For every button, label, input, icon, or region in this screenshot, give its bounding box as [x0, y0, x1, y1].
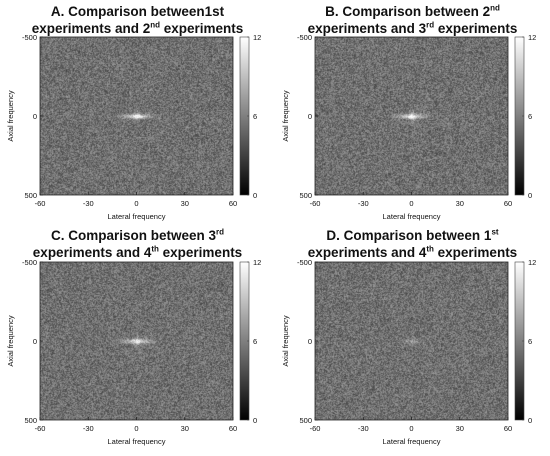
panel-b-title-part-3: experiments and 3	[307, 21, 427, 36]
panel-d-title: D. Comparison between 1st experiments and…	[275, 227, 550, 261]
panel-d-title-part-4: th	[426, 244, 434, 254]
panel-d-xtick-label-3: 30	[456, 424, 464, 433]
panel-d-xtick-label-0: -60	[310, 424, 321, 433]
panel-d-colorbar-label-0: 12	[528, 258, 536, 267]
panel-c-xlabel: Lateral frequency	[108, 437, 166, 446]
panel-c-title: C. Comparison between 3rd experiments and…	[0, 227, 275, 261]
panel-c-xtick-label-3: 30	[181, 424, 189, 433]
panel-b-xtick-label-1: -30	[358, 199, 369, 208]
panel-a-ytick-label-1: 0	[33, 112, 37, 121]
panel-d-title-part-0: D. Comparison between 1	[326, 228, 492, 243]
panel-d-heatmap-image	[315, 262, 508, 420]
panel-c-title-part-1: rd	[216, 227, 225, 237]
panel-a: A. Comparison between1st experiments and …	[0, 0, 275, 225]
panel-b-ytick-label-0: -500	[297, 33, 312, 42]
panel-d-colorbar-label-1: 6	[528, 337, 532, 346]
panel-d-xtick-label-1: -30	[358, 424, 369, 433]
panel-c-xtick-label-0: -60	[35, 424, 46, 433]
panel-d-xlabel: Lateral frequency	[383, 437, 441, 446]
panel-a-xtick-label-3: 30	[181, 199, 189, 208]
panel-a-xtick-label-0: -60	[35, 199, 46, 208]
panel-a-title-part-0: A. Comparison between1st	[50, 4, 225, 19]
panel-d-title-part-1: st	[491, 227, 499, 237]
panel-c-title-part-0: C. Comparison between 3	[50, 228, 217, 243]
panel-d-xtick-label-2: 0	[409, 424, 413, 433]
panel-b-xtick-label-2: 0	[409, 199, 413, 208]
panel-b-title: B. Comparison between 2nd experiments and…	[275, 3, 550, 37]
panel-c-xtick-label-4: 60	[229, 424, 237, 433]
panel-a-ytick-label-2: 500	[24, 191, 37, 200]
panel-b-xlabel: Lateral frequency	[383, 212, 441, 221]
panel-c-title-part-5: experiments	[158, 245, 243, 260]
panel-b-colorbar-label-0: 12	[528, 33, 536, 42]
panel-c-title-part-3: experiments and 4	[32, 245, 152, 260]
panel-b-title-part-0: B. Comparison between 2	[325, 4, 491, 19]
panel-b-title-part-5: experiments	[434, 21, 518, 36]
panel-b-ytick-label-2: 500	[299, 191, 312, 200]
panel-d-ytick-label-1: 0	[308, 337, 312, 346]
panel-b-colorbar-label-2: 0	[528, 191, 532, 200]
panel-a-xlabel: Lateral frequency	[108, 212, 166, 221]
panel-b-colorbar-label-1: 6	[528, 112, 532, 121]
panel-b-ylabel: Axial frequency	[281, 90, 290, 142]
panel-b-title-part-4: rd	[426, 20, 435, 30]
panel-a-ytick-label-0: -500	[22, 33, 37, 42]
panel-c-ytick-label-2: 500	[24, 416, 37, 425]
panel-a-xtick-label-2: 0	[134, 199, 138, 208]
panel-b-ytick-label-1: 0	[308, 112, 312, 121]
panel-a-colorbar-label-0: 12	[253, 33, 261, 42]
panel-b-title-part-1: nd	[490, 3, 500, 13]
panel-c-xtick-label-1: -30	[83, 424, 94, 433]
panel-d-xtick-label-4: 60	[504, 424, 512, 433]
panel-d-title-part-3: experiments and 4	[307, 245, 427, 260]
panel-b: B. Comparison between 2nd experiments and…	[275, 0, 550, 225]
panel-a-colorbar-label-1: 6	[253, 112, 257, 121]
panel-d: D. Comparison between 1st experiments and…	[275, 225, 550, 450]
panel-c-colorbar-label-1: 6	[253, 337, 257, 346]
panel-d-colorbar-label-2: 0	[528, 416, 532, 425]
panel-b-xtick-label-3: 30	[456, 199, 464, 208]
panel-c: C. Comparison between 3rd experiments and…	[0, 225, 275, 450]
panel-d-ytick-label-0: -500	[297, 258, 312, 267]
panel-b-heatmap-image	[315, 37, 508, 195]
panel-c-heatmap-image	[40, 262, 233, 420]
panel-b-xtick-label-4: 60	[504, 199, 512, 208]
panel-a-xtick-label-1: -30	[83, 199, 94, 208]
panel-a-ylabel: Axial frequency	[6, 90, 15, 142]
panel-d-ytick-label-2: 500	[299, 416, 312, 425]
panel-a-title-part-4: experiments	[160, 21, 244, 36]
panel-c-ylabel: Axial frequency	[6, 315, 15, 367]
panel-c-colorbar-label-0: 12	[253, 258, 261, 267]
panel-c-title-part-4: th	[151, 244, 159, 254]
panel-a-title-part-2: experiments and 2	[31, 21, 151, 36]
panel-a-title-part-3: nd	[150, 20, 161, 30]
panel-a-xtick-label-4: 60	[229, 199, 237, 208]
panel-c-xtick-label-2: 0	[134, 424, 138, 433]
panel-c-ytick-label-0: -500	[22, 258, 37, 267]
panel-a-title: A. Comparison between1st experiments and …	[0, 3, 275, 37]
panel-a-heatmap-image	[40, 37, 233, 195]
panel-c-ytick-label-1: 0	[33, 337, 37, 346]
panel-c-colorbar-label-2: 0	[253, 416, 257, 425]
panel-d-ylabel: Axial frequency	[281, 315, 290, 367]
panel-b-xtick-label-0: -60	[310, 199, 321, 208]
panel-a-colorbar-label-2: 0	[253, 191, 257, 200]
panel-d-title-part-5: experiments	[433, 245, 518, 260]
